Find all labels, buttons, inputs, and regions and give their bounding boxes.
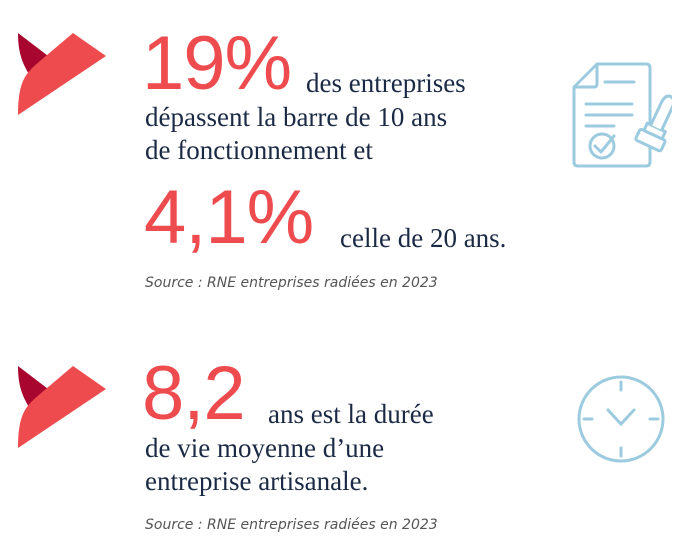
text-line: des entreprises <box>306 68 466 98</box>
stat-8-2-years: 8,2 <box>142 351 246 436</box>
text-line: entreprise artisanale. <box>145 466 369 496</box>
text-line: de fonctionnement et <box>145 135 373 165</box>
stat-19-percent: 19% <box>142 21 292 106</box>
source-note: Source : RNE entreprises radiées en 2023 <box>145 517 438 533</box>
text-line: dépassent la barre de 10 ans <box>145 102 448 132</box>
text-line: celle de 20 ans. <box>340 223 507 253</box>
chevron-logo-icon <box>18 33 106 115</box>
document-stamp-icon <box>572 62 672 168</box>
text-line: de vie moyenne d’une <box>145 433 385 463</box>
text-line: ans est la durée <box>268 399 434 429</box>
clock-icon <box>577 375 665 463</box>
source-note: Source : RNE entreprises radiées en 2023 <box>145 275 438 291</box>
stat-4-1-percent: 4,1% <box>144 175 314 260</box>
chevron-logo-icon <box>18 366 106 448</box>
